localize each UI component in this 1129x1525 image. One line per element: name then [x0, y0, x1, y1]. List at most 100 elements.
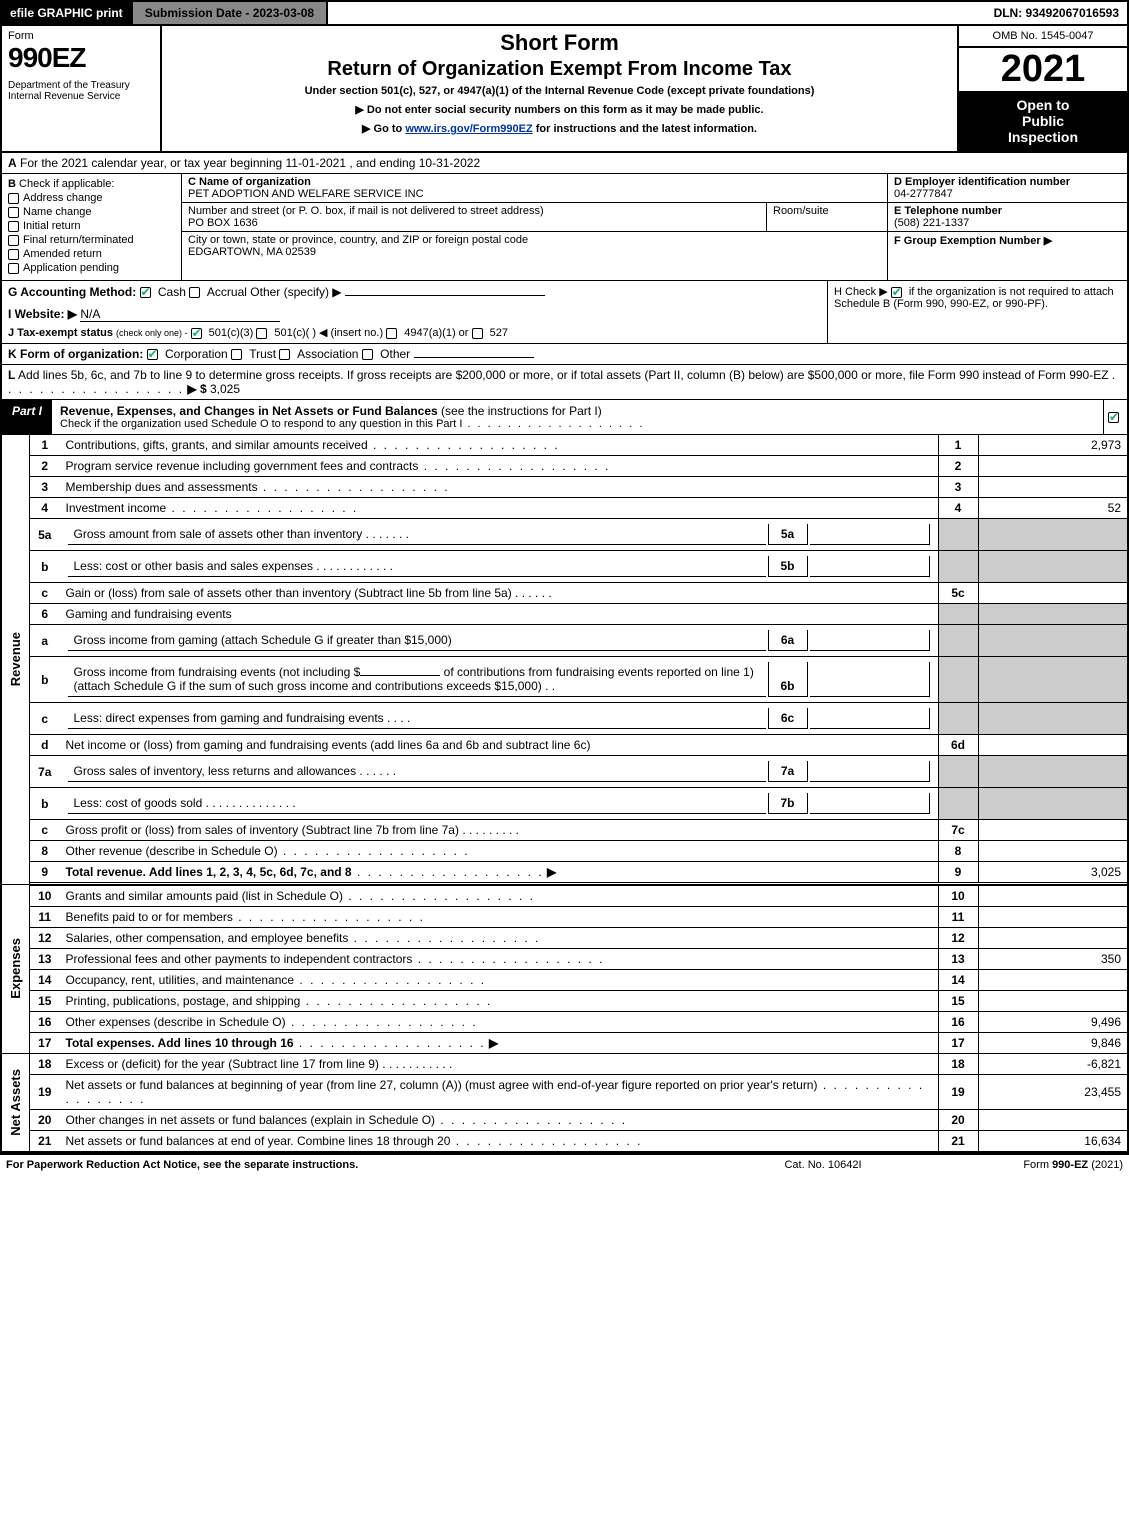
chk-address-change[interactable]: Address change [8, 192, 175, 204]
chk-accrual[interactable] [189, 287, 200, 298]
line-6b: bGross income from fundraising events (n… [1, 657, 1128, 703]
checkbox-icon [8, 235, 19, 246]
dots-icon [166, 501, 358, 515]
chk-other[interactable] [362, 349, 373, 360]
dots-icon [294, 973, 486, 987]
chk-association[interactable] [279, 349, 290, 360]
line-13: 13Professional fees and other payments t… [1, 948, 1128, 969]
a-text: For the 2021 calendar year, or tax year … [20, 156, 480, 170]
telephone-value: (508) 221-1337 [894, 217, 969, 229]
f-row: F Group Exemption Number ▶ [888, 232, 1127, 249]
a-label: A [8, 156, 17, 170]
c-name-label: C Name of organization [188, 176, 311, 188]
chk-501c3[interactable] [191, 328, 202, 339]
line-14: 14Occupancy, rent, utilities, and mainte… [1, 969, 1128, 990]
checkbox-icon [8, 263, 19, 274]
header-left: Form 990EZ Department of the TreasuryInt… [2, 26, 162, 151]
c-city-block: City or town, state or province, country… [182, 232, 887, 280]
line-15: 15Printing, publications, postage, and s… [1, 990, 1128, 1011]
chk-final-return[interactable]: Final return/terminated [8, 234, 175, 246]
other-specify-field[interactable] [345, 295, 545, 296]
chk-527[interactable] [472, 328, 483, 339]
j-sub: (check only one) - [116, 328, 188, 338]
line-5b: bLess: cost or other basis and sales exp… [1, 551, 1128, 583]
line-7a: 7aGross sales of inventory, less returns… [1, 756, 1128, 788]
checkbox-icon [1108, 412, 1119, 423]
line-4-value: 52 [978, 498, 1128, 519]
col-def: D Employer identification number 04-2777… [887, 174, 1127, 280]
dots-icon [286, 1015, 478, 1029]
row-k: K Form of organization: Corporation Trus… [0, 344, 1129, 365]
l-arrow: ▶ $ [187, 382, 206, 396]
line-1: Revenue 1Contributions, gifts, grants, a… [1, 435, 1128, 456]
part-1-header: Part I Revenue, Expenses, and Changes in… [0, 400, 1129, 435]
checkbox-icon [8, 207, 19, 218]
line-17-value: 9,846 [978, 1032, 1128, 1053]
col-b: B Check if applicable: Address change Na… [2, 174, 182, 280]
i-label: I Website: ▶ [8, 307, 77, 321]
k-other-field[interactable] [414, 357, 534, 358]
e-label: E Telephone number [894, 205, 1002, 217]
line-12: 12Salaries, other compensation, and empl… [1, 927, 1128, 948]
chk-cash[interactable] [140, 287, 151, 298]
dots-icon [412, 952, 604, 966]
section-bcdef: B Check if applicable: Address change Na… [0, 174, 1129, 281]
line-6c: cLess: direct expenses from gaming and f… [1, 703, 1128, 735]
part-1-title: Revenue, Expenses, and Changes in Net As… [52, 400, 1103, 434]
page-footer: For Paperwork Reduction Act Notice, see … [0, 1153, 1129, 1175]
arrow-icon: ▶ [547, 865, 556, 879]
instr2-pre: ▶ Go to [362, 123, 405, 135]
line-10: Expenses 10Grants and similar amounts pa… [1, 885, 1128, 907]
l-value: 3,025 [210, 382, 240, 396]
j-label: J Tax-exempt status [8, 327, 113, 339]
line-9-value: 3,025 [978, 862, 1128, 883]
b-label: B [8, 178, 16, 190]
chk-4947[interactable] [386, 328, 397, 339]
top-bar: efile GRAPHIC print Submission Date - 20… [0, 0, 1129, 26]
header-right: OMB No. 1545-0047 2021 Open to Public In… [957, 26, 1127, 151]
chk-amended-return[interactable]: Amended return [8, 248, 175, 260]
irs-link[interactable]: www.irs.gov/Form990EZ [405, 123, 532, 135]
chk-initial-return[interactable]: Initial return [8, 220, 175, 232]
dots-icon [343, 889, 535, 903]
c-addr-left: Number and street (or P. O. box, if mail… [182, 203, 767, 231]
chk-trust[interactable] [231, 349, 242, 360]
chk-h[interactable] [891, 287, 902, 298]
dots-icon [258, 480, 450, 494]
l-text: Add lines 5b, 6c, and 7b to line 9 to de… [18, 368, 1109, 382]
line-6a: aGross income from gaming (attach Schedu… [1, 625, 1128, 657]
org-address: PO BOX 1636 [188, 217, 258, 229]
c-addr-label: Number and street (or P. O. box, if mail… [188, 205, 544, 217]
form-subtitle: Under section 501(c), 527, or 4947(a)(1)… [168, 85, 951, 97]
chk-501c[interactable] [256, 328, 267, 339]
dots-icon [352, 865, 544, 879]
k-label: K Form of organization: [8, 347, 143, 361]
instruction-2: ▶ Go to www.irs.gov/Form990EZ for instru… [168, 122, 951, 135]
chk-application-pending[interactable]: Application pending [8, 262, 175, 274]
checkbox-icon [8, 193, 19, 204]
org-name: PET ADOPTION AND WELFARE SERVICE INC [188, 188, 424, 200]
open1: Open to [1017, 97, 1070, 113]
tax-year: 2021 [959, 48, 1127, 91]
open-to-public: Open to Public Inspection [959, 91, 1127, 151]
line-2: 2Program service revenue including gover… [1, 456, 1128, 477]
b-caption: Check if applicable: [19, 178, 114, 190]
form-number: 990EZ [8, 42, 154, 74]
dln-label: DLN: 93492067016593 [986, 2, 1127, 24]
chk-name-change[interactable]: Name change [8, 206, 175, 218]
line-18: Net Assets 18Excess or (deficit) for the… [1, 1053, 1128, 1074]
ein-value: 04-2777847 [894, 188, 953, 200]
dots-icon [348, 931, 540, 945]
efile-label[interactable]: efile GRAPHIC print [2, 2, 131, 24]
line-6: 6Gaming and fundraising events [1, 604, 1128, 625]
line-5a: 5aGross amount from sale of assets other… [1, 519, 1128, 551]
line-21: 21Net assets or fund balances at end of … [1, 1130, 1128, 1152]
chk-corporation[interactable] [147, 349, 158, 360]
part-1-check[interactable] [1103, 400, 1127, 434]
i-row: I Website: ▶ N/A [8, 307, 821, 322]
line-21-value: 16,634 [978, 1130, 1128, 1152]
col-c: C Name of organization PET ADOPTION AND … [182, 174, 887, 280]
6b-blank[interactable] [360, 675, 440, 676]
dots-icon [368, 438, 560, 452]
submission-date: Submission Date - 2023-03-08 [131, 2, 328, 24]
